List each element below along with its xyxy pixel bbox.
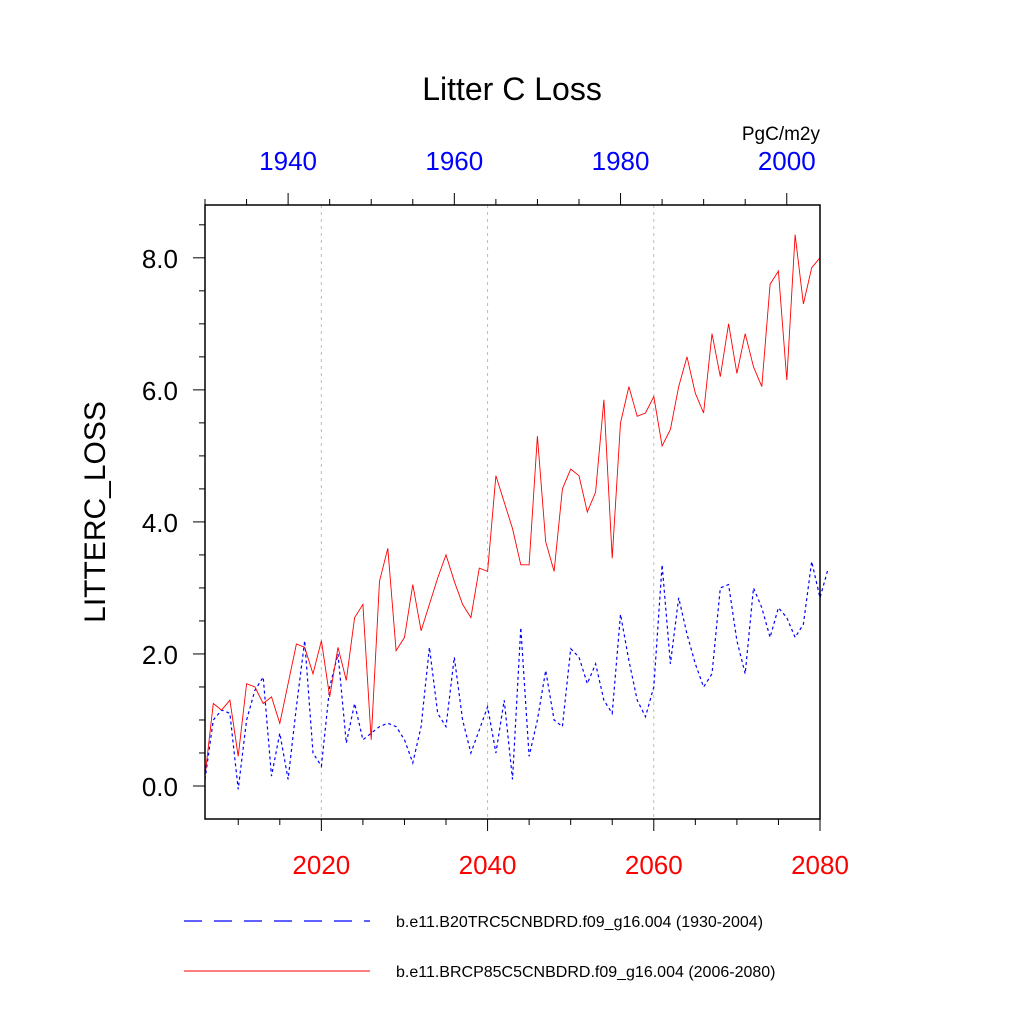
series-line-1 [204, 561, 829, 790]
y-tick-label: 4.0 [142, 508, 178, 538]
plot-area-frame [204, 204, 821, 820]
legend-label-2: b.e11.BRCP85C5CNBDRD.f09_g16.004 (2006-2… [396, 964, 775, 981]
y-tick-label: 8.0 [142, 244, 178, 274]
grid-lines [320, 205, 655, 819]
series-line-2 [204, 234, 821, 777]
units-label: PgC/m2y [742, 124, 821, 145]
x-top-tick-label: 1960 [425, 146, 483, 176]
x-top-tick-label: 1940 [259, 146, 317, 176]
series-lines [204, 234, 829, 790]
x-bottom-tick-label: 2040 [459, 850, 517, 880]
x-bottom-tick-label: 2080 [791, 850, 849, 880]
y-tick-label: 0.0 [142, 772, 178, 802]
y-axis-label: LITTERC_LOSS [79, 401, 112, 623]
x-bottom-tick-label: 2060 [625, 850, 683, 880]
y-tick-label: 2.0 [142, 640, 178, 670]
legend: b.e11.B20TRC5CNBDRD.f09_g16.004 (1930-20… [184, 914, 775, 981]
y-tick-label: 6.0 [142, 376, 178, 406]
chart-title: Litter C Loss [422, 71, 602, 107]
legend-label-1: b.e11.B20TRC5CNBDRD.f09_g16.004 (1930-20… [396, 914, 763, 931]
axes: 0.0 2.0 4.0 6.0 8.0 2020 2040 2060 2080 1940 1960 1… [142, 146, 849, 880]
x-top-tick-label: 2000 [758, 146, 816, 176]
x-bottom-tick-label: 2020 [292, 850, 350, 880]
x-top-tick-label: 1980 [592, 146, 650, 176]
